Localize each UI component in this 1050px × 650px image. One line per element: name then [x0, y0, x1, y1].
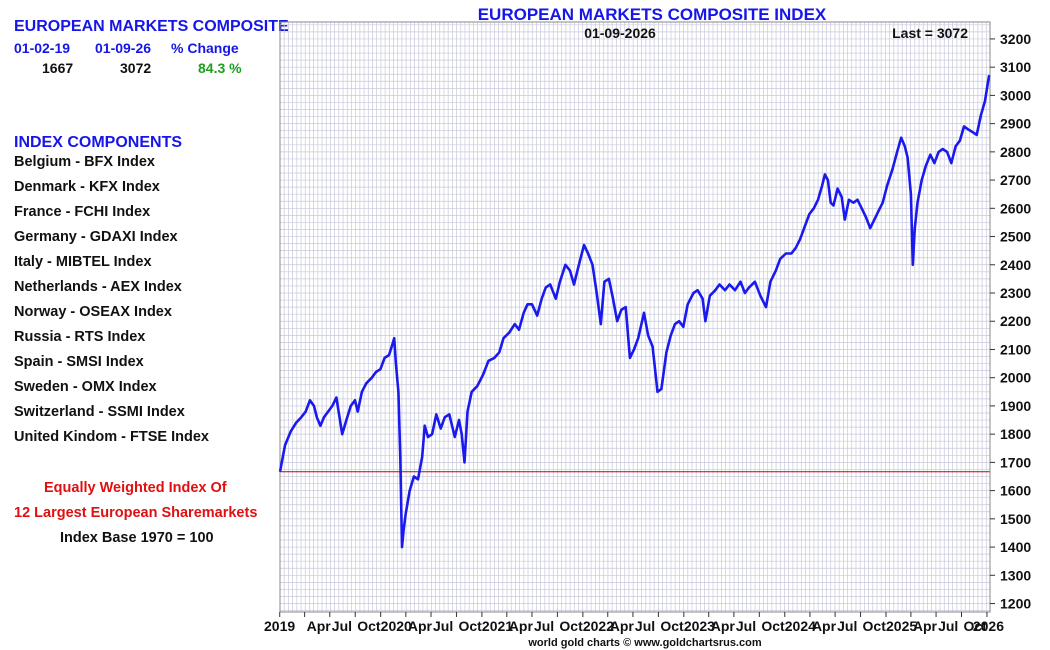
y-tick-label: 2600: [1000, 200, 1031, 216]
component-item: Denmark - KFX Index: [14, 179, 160, 195]
y-tick-label: 3100: [1000, 59, 1031, 75]
component-item: France - FCHI Index: [14, 204, 151, 220]
chart-date-label: 01-09-2026: [584, 25, 656, 41]
y-tick-label: 2500: [1000, 229, 1031, 245]
x-tick-label: 2024: [785, 618, 816, 634]
x-tick-label: Apr: [812, 618, 837, 634]
y-tick-label: 2700: [1000, 172, 1031, 188]
component-item: Norway - OSEAX Index: [14, 304, 172, 320]
end-value: 3072: [120, 60, 152, 76]
y-tick-label: 1900: [1000, 398, 1031, 414]
index-series-line: [278, 74, 991, 549]
component-item: Sweden - OMX Index: [14, 379, 157, 395]
x-tick-label: Jul: [635, 618, 655, 634]
x-tick-label: Oct: [458, 618, 482, 634]
note-line-1: Equally Weighted Index Of: [44, 480, 227, 496]
footer-credit: world gold charts © www.goldchartsrus.co…: [527, 637, 761, 649]
component-item: Netherlands - AEX Index: [14, 279, 182, 295]
component-item: Russia - RTS Index: [14, 329, 146, 345]
last-value-label: Last = 3072: [892, 25, 968, 41]
x-tick-label: Jul: [837, 618, 857, 634]
y-tick-label: 1200: [1000, 596, 1031, 612]
y-tick-label: 2900: [1000, 116, 1031, 132]
y-tick-label: 1500: [1000, 511, 1031, 527]
y-tick-label: 3000: [1000, 87, 1031, 103]
x-tick-label: 2026: [973, 618, 1004, 634]
component-item: Spain - SMSI Index: [14, 354, 144, 370]
index-base-note: Index Base 1970 = 100: [60, 530, 214, 546]
y-tick-label: 1600: [1000, 483, 1031, 499]
component-item: United Kindom - FTSE Index: [14, 429, 209, 445]
x-tick-label: Jul: [534, 618, 554, 634]
start-date-header: 01-02-19: [14, 40, 71, 56]
note-line-2: 12 Largest European Sharemarkets: [14, 505, 258, 521]
x-tick-label: Apr: [610, 618, 635, 634]
x-tick-label: Oct: [761, 618, 785, 634]
x-tick-label: 2023: [684, 618, 715, 634]
y-tick-label: 2400: [1000, 257, 1031, 273]
y-axis-ticks: 1200 1300 1400 1500 1600 1700 1800 1900 2000 2100…: [990, 31, 1031, 612]
x-tick-label: Oct: [964, 618, 988, 634]
x-tick-label: Oct: [559, 618, 583, 634]
y-tick-label: 1800: [1000, 426, 1031, 442]
x-tick-label: Apr: [307, 618, 332, 634]
y-tick-label: 2800: [1000, 144, 1031, 160]
x-tick-label: Jul: [938, 618, 958, 634]
sidebar-title: EUROPEAN MARKETS COMPOSITE: [14, 18, 289, 35]
component-item: Italy - MIBTEL Index: [14, 254, 152, 270]
x-tick-label: Apr: [408, 618, 433, 634]
x-tick-label: Apr: [509, 618, 534, 634]
y-tick-label: 1400: [1000, 539, 1031, 555]
y-tick-label: 1700: [1000, 454, 1031, 470]
x-tick-label: Jul: [736, 618, 756, 634]
chart-title: EUROPEAN MARKETS COMPOSITE INDEX: [478, 5, 827, 24]
component-item: Belgium - BFX Index: [14, 154, 155, 170]
y-tick-label: 1300: [1000, 567, 1031, 583]
x-tick-label: Oct: [357, 618, 381, 634]
y-tick-label: 2300: [1000, 285, 1031, 301]
x-tick-label: 2021: [482, 618, 513, 634]
x-tick-label: Apr: [913, 618, 938, 634]
pct-change-value: 84.3 %: [198, 60, 242, 76]
components-title: INDEX COMPONENTS: [14, 134, 183, 151]
start-value: 1667: [42, 60, 74, 76]
x-tick-label: Apr: [711, 618, 736, 634]
x-tick-label: 2020: [381, 618, 412, 634]
y-tick-label: 2000: [1000, 370, 1031, 386]
x-tick-label: 2025: [886, 618, 917, 634]
x-tick-label: 2022: [583, 618, 614, 634]
x-tick-label: Oct: [863, 618, 887, 634]
component-item: Germany - GDAXI Index: [14, 229, 178, 245]
end-date-header: 01-09-26: [95, 40, 152, 56]
x-tick-label: Jul: [433, 618, 453, 634]
x-tick-label: Oct: [660, 618, 684, 634]
x-tick-label: Jul: [332, 618, 352, 634]
x-tick-label: 2019: [264, 618, 295, 634]
plot-frame: [279, 21, 991, 613]
y-tick-label: 2100: [1000, 341, 1031, 357]
chart-grid: [279, 22, 990, 612]
y-tick-label: 2200: [1000, 313, 1031, 329]
pct-change-header: % Change: [171, 40, 239, 56]
y-tick-label: 3200: [1000, 31, 1031, 47]
component-item: Switzerland - SSMI Index: [14, 404, 185, 420]
